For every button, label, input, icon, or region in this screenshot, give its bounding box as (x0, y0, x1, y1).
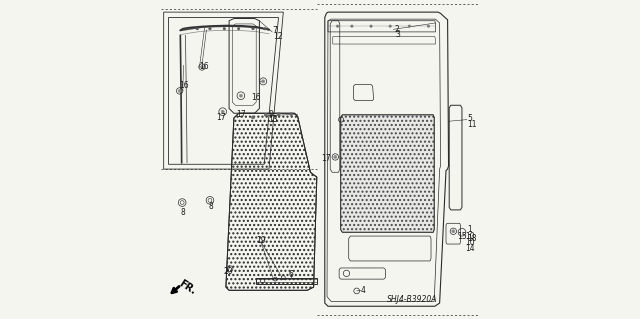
Text: 13: 13 (268, 115, 278, 124)
Circle shape (452, 230, 455, 233)
Text: 16: 16 (180, 81, 189, 90)
Circle shape (336, 25, 339, 27)
Polygon shape (340, 115, 434, 232)
Circle shape (200, 65, 204, 69)
Circle shape (209, 27, 211, 30)
Circle shape (370, 25, 372, 27)
Text: FR.: FR. (177, 278, 198, 296)
Text: 17: 17 (216, 113, 226, 122)
Circle shape (277, 113, 280, 116)
Text: 16: 16 (200, 62, 209, 71)
Text: 17: 17 (321, 154, 331, 163)
Text: 5: 5 (467, 114, 472, 123)
Text: 9: 9 (268, 110, 273, 119)
Text: 20: 20 (223, 267, 234, 276)
Text: 15: 15 (457, 232, 467, 241)
Circle shape (252, 116, 255, 119)
Text: 19: 19 (256, 236, 266, 245)
Text: 8: 8 (180, 208, 186, 217)
Circle shape (408, 25, 411, 27)
Circle shape (264, 113, 268, 116)
Text: 14: 14 (465, 244, 475, 253)
Circle shape (223, 27, 225, 30)
Circle shape (389, 25, 392, 27)
Text: 8: 8 (209, 202, 214, 211)
Circle shape (427, 25, 429, 27)
Circle shape (178, 89, 181, 93)
Text: 3: 3 (395, 30, 400, 39)
Text: 12: 12 (273, 32, 282, 41)
Text: 6: 6 (289, 271, 294, 279)
Circle shape (239, 94, 243, 97)
Circle shape (252, 27, 254, 30)
Text: 4: 4 (361, 286, 365, 295)
Circle shape (221, 110, 224, 113)
Text: 11: 11 (467, 120, 477, 129)
Circle shape (351, 25, 353, 27)
Text: 10: 10 (465, 238, 475, 247)
Text: 18: 18 (467, 234, 476, 243)
Circle shape (333, 155, 337, 159)
Circle shape (262, 80, 265, 83)
Text: 17: 17 (236, 110, 246, 119)
Text: SHJ4-B3920A: SHJ4-B3920A (387, 295, 438, 304)
Text: 2: 2 (395, 25, 400, 34)
Text: 10: 10 (465, 232, 475, 241)
Circle shape (196, 27, 198, 30)
Text: 16: 16 (252, 93, 261, 102)
Text: 1: 1 (467, 225, 472, 234)
Text: 7: 7 (273, 26, 278, 35)
Circle shape (237, 27, 240, 30)
Circle shape (264, 27, 266, 30)
Circle shape (290, 113, 293, 116)
